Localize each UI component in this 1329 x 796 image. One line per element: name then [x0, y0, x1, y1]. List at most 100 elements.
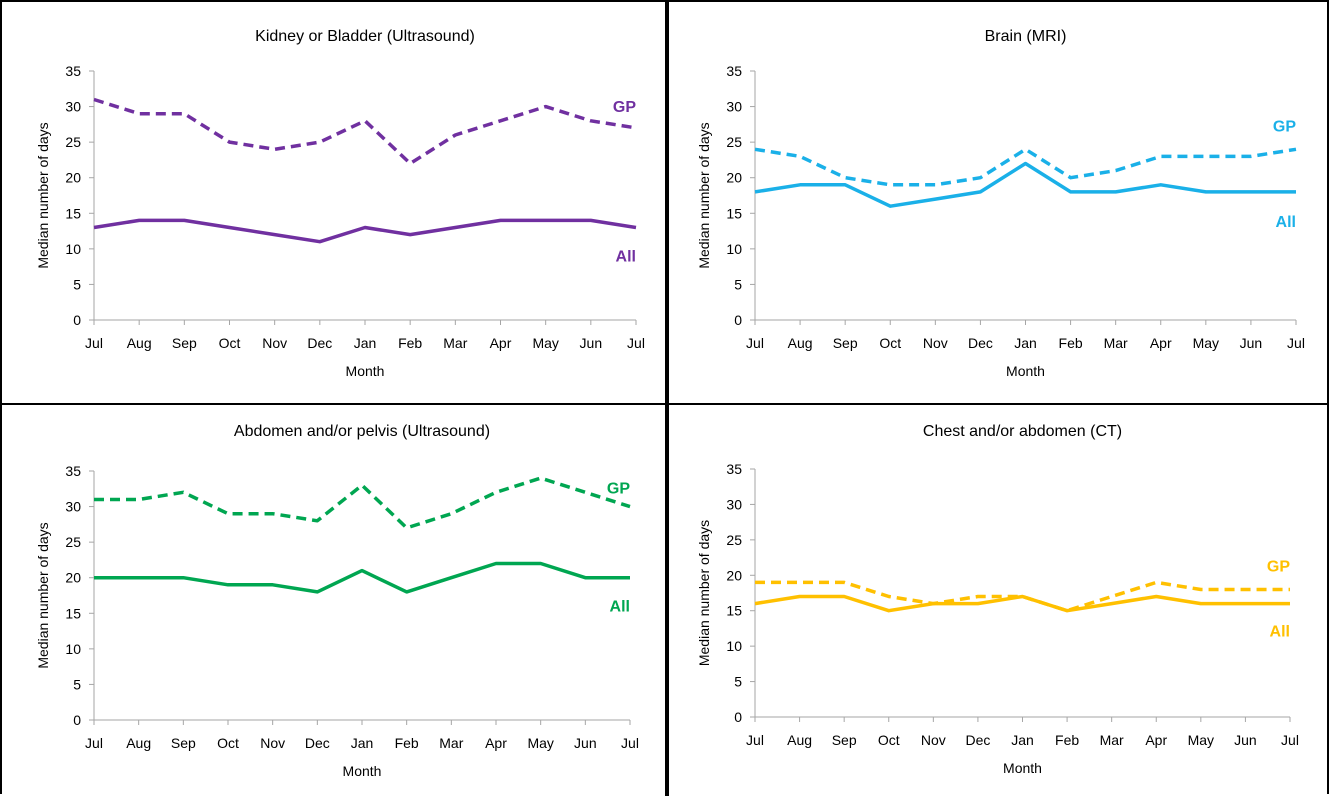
- chart-panel-abdomen-pelvis: Abdomen and/or pelvis (Ultrasound) 0 5 10 15…: [2, 405, 665, 794]
- series-line-gp: [94, 476, 631, 530]
- x-tick-label: Jul: [746, 335, 764, 351]
- x-tick-label: Apr: [1145, 732, 1167, 748]
- y-axis-label: Median number of days: [696, 122, 712, 268]
- y-tick-label: 10: [726, 241, 742, 257]
- series-label-all: All: [1270, 624, 1290, 641]
- series-line-gp: [93, 97, 637, 166]
- x-tick-label: Oct: [219, 335, 241, 351]
- series-label-all: All: [610, 599, 630, 616]
- series-label-gp: GP: [1273, 118, 1296, 135]
- y-tick-label: 30: [65, 499, 81, 515]
- series-label-all: All: [1276, 214, 1296, 231]
- y-tick-label: 5: [734, 674, 742, 690]
- series-line-all: [94, 561, 630, 594]
- chart-title: Chest and/or abdomen (CT): [923, 423, 1122, 440]
- x-tick-label: Dec: [965, 732, 990, 748]
- horizontal-divider: [2, 403, 1329, 405]
- series-label-gp: GP: [613, 99, 636, 116]
- x-tick-label: Sep: [172, 335, 197, 351]
- x-tick-label: Feb: [398, 335, 422, 351]
- x-tick-label: Aug: [788, 335, 813, 351]
- x-tick-label: Sep: [833, 335, 858, 351]
- x-tick-label: Jul: [621, 735, 639, 751]
- y-tick-label: 20: [65, 570, 81, 586]
- y-tick-label: 15: [65, 605, 81, 621]
- series-line-gp: [755, 580, 1290, 613]
- x-tick-label: Jul: [85, 335, 103, 351]
- y-tick-label: 30: [726, 99, 742, 115]
- x-tick-label: Sep: [171, 735, 196, 751]
- x-tick-label: Dec: [305, 735, 330, 751]
- vertical-divider: [665, 2, 669, 796]
- chart-title: Abdomen and/or pelvis (Ultrasound): [234, 423, 490, 440]
- y-tick-label: 5: [734, 276, 742, 292]
- y-tick-label: 25: [65, 134, 81, 150]
- y-tick-label: 35: [726, 63, 742, 79]
- y-axis-label: Median number of days: [35, 522, 51, 668]
- y-tick-label: 35: [726, 461, 742, 477]
- x-tick-label: Jan: [1014, 335, 1037, 351]
- series-line-gp: [754, 147, 1297, 187]
- y-tick-label: 30: [65, 99, 81, 115]
- series-line-all: [754, 161, 1296, 208]
- x-tick-label: Nov: [923, 335, 948, 351]
- x-tick-label: Dec: [307, 335, 332, 351]
- x-tick-label: Apr: [1150, 335, 1172, 351]
- x-tick-label: Feb: [395, 735, 419, 751]
- y-axis-label: Median number of days: [696, 520, 712, 666]
- chart-title: Brain (MRI): [985, 28, 1067, 45]
- y-tick-label: 0: [734, 312, 742, 328]
- y-tick-label: 0: [734, 709, 742, 725]
- y-tick-label: 20: [726, 567, 742, 583]
- x-tick-label: Jun: [1234, 732, 1257, 748]
- y-tick-label: 10: [65, 241, 81, 257]
- x-axis-label: Month: [343, 763, 382, 779]
- y-tick-label: 0: [73, 712, 81, 728]
- x-tick-label: Nov: [262, 335, 287, 351]
- x-tick-label: Aug: [126, 735, 151, 751]
- x-tick-label: May: [532, 335, 558, 351]
- series-label-gp: GP: [1267, 558, 1290, 575]
- x-tick-label: Jun: [1240, 335, 1263, 351]
- x-tick-label: Jan: [354, 335, 377, 351]
- chart-panel-chest-abdomen: Chest and/or abdomen (CT) 0 5 10 15 20 25 30 35 J…: [669, 405, 1327, 794]
- x-tick-label: Aug: [787, 732, 812, 748]
- x-tick-label: Nov: [260, 735, 285, 751]
- x-tick-label: Sep: [832, 732, 857, 748]
- y-tick-label: 35: [65, 63, 81, 79]
- series-label-all: All: [616, 249, 636, 266]
- y-tick-label: 25: [726, 532, 742, 548]
- series-label-gp: GP: [607, 481, 630, 498]
- x-tick-label: May: [527, 735, 553, 751]
- chart-svg: Brain (MRI) 0 5 10 15 20 25 30 35 Jul Aug Sep Oct Nov…: [696, 28, 1305, 379]
- x-tick-label: Jul: [746, 732, 764, 748]
- x-axis-label: Month: [1003, 760, 1042, 776]
- y-tick-label: 10: [726, 638, 742, 654]
- x-tick-label: Nov: [921, 732, 946, 748]
- x-axis-label: Month: [346, 363, 385, 379]
- x-tick-label: Jan: [1011, 732, 1034, 748]
- y-tick-label: 20: [65, 170, 81, 186]
- x-tick-label: Mar: [439, 735, 463, 751]
- y-tick-label: 0: [73, 312, 81, 328]
- chart-panel-kidney-bladder: Kidney or Bladder (Ultrasound) 0 5 10 15 20 25…: [2, 2, 665, 403]
- series-line-all: [93, 218, 637, 244]
- x-tick-label: Mar: [1100, 732, 1124, 748]
- x-tick-label: May: [1193, 335, 1219, 351]
- x-tick-label: Feb: [1059, 335, 1083, 351]
- y-tick-label: 20: [726, 170, 742, 186]
- y-tick-label: 25: [65, 534, 81, 550]
- chart-panel-brain: Brain (MRI) 0 5 10 15 20 25 30 35 Jul Aug Sep Oct Nov…: [669, 2, 1327, 403]
- x-tick-label: Oct: [879, 335, 901, 351]
- x-tick-label: Mar: [1104, 335, 1128, 351]
- x-tick-label: Jul: [1287, 335, 1305, 351]
- x-tick-label: Feb: [1055, 732, 1079, 748]
- y-tick-label: 15: [726, 603, 742, 619]
- x-tick-label: Apr: [490, 335, 512, 351]
- y-tick-label: 15: [726, 205, 742, 221]
- y-tick-label: 10: [65, 641, 81, 657]
- x-tick-label: Jul: [85, 735, 103, 751]
- y-tick-label: 5: [73, 276, 81, 292]
- x-tick-label: May: [1188, 732, 1214, 748]
- chart-title: Kidney or Bladder (Ultrasound): [255, 28, 475, 45]
